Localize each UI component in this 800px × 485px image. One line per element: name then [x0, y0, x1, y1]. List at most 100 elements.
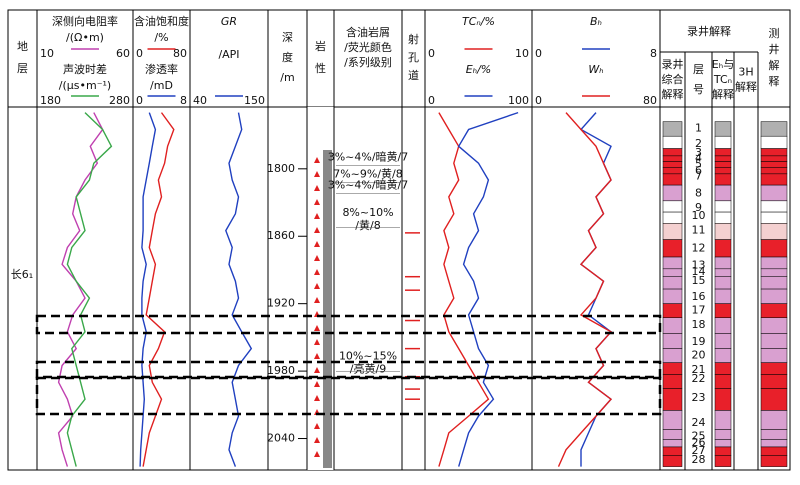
layer-band: [760, 239, 788, 258]
layer-number: 7: [695, 170, 702, 183]
layer-band: [662, 173, 683, 186]
layer-band: [760, 317, 788, 334]
layer-band: [714, 410, 732, 430]
layer-band: [662, 388, 683, 411]
layer-band: [760, 388, 788, 411]
layer-number: 3: [695, 146, 702, 159]
layer-band: [662, 161, 683, 168]
layer-band: [662, 362, 683, 375]
oil-desc: 3%~4%/暗黄/7: [328, 178, 409, 192]
curve-name: 深侧向电阻率: [52, 14, 118, 28]
layer-band: [760, 148, 788, 157]
layer-band: [760, 303, 788, 318]
layer-band: [760, 173, 788, 186]
lith-symbol: [314, 213, 320, 219]
lith-symbol: [314, 241, 320, 247]
layer-band: [662, 239, 683, 258]
layer-band: [714, 155, 732, 162]
lith-symbol: [314, 395, 320, 401]
layer-band: [760, 135, 788, 149]
lith-symbol: [314, 353, 320, 359]
layer-band: [760, 410, 788, 430]
layer-band: [714, 429, 732, 440]
scale-min: 10: [40, 47, 54, 60]
lith-symbol: [314, 157, 320, 163]
header-label: 含油岩屑/荧光颜色/系列级别: [344, 25, 392, 69]
layer-band: [662, 303, 683, 318]
layer-band: [662, 121, 683, 137]
curve-name: 渗透率: [145, 62, 178, 76]
layer-band: [662, 211, 683, 224]
curve-unit: /mD: [150, 79, 173, 92]
header-label: 测井解释: [769, 27, 780, 88]
layer-band: [760, 155, 788, 162]
layer-band: [714, 173, 732, 186]
formation-name: 长6₁: [11, 268, 33, 281]
lith-symbol: [314, 339, 320, 345]
layer-number: 28: [692, 453, 706, 466]
layer-band: [662, 276, 683, 290]
log-curve: [66, 112, 113, 467]
layer-band: [662, 455, 683, 467]
scale-max: 100: [508, 94, 529, 107]
layer-band: [662, 135, 683, 149]
layer-band: [714, 288, 732, 304]
layer-number: 18: [692, 318, 706, 331]
layer-band: [714, 135, 732, 149]
layer-number: 6: [695, 164, 702, 177]
layer-number: 2: [695, 137, 702, 150]
layer-band: [760, 288, 788, 304]
lith-symbol: [314, 255, 320, 261]
oil-desc: 10%~15%/亮黄/9: [339, 350, 397, 376]
layer-number: 10: [692, 209, 706, 222]
lith-symbol: [314, 381, 320, 387]
lith-column: [323, 150, 332, 468]
scale-min: 0: [535, 94, 542, 107]
layer-number: 15: [692, 274, 706, 287]
layer-number: 23: [692, 391, 706, 404]
layer-band: [662, 184, 683, 202]
header-label: 录井综合解释: [662, 57, 684, 101]
curve-name: Eₕ/%: [466, 63, 492, 76]
highlight: [35, 314, 662, 335]
layer-band: [760, 439, 788, 448]
layer-band: [662, 200, 683, 213]
layer-band: [714, 161, 732, 168]
highlight-boxes: [35, 314, 662, 416]
lith-symbol: [314, 269, 320, 275]
scale-min: 180: [40, 94, 61, 107]
curve-unit: /%: [154, 31, 168, 44]
curve-name: GR: [221, 15, 237, 28]
layer-band: [714, 333, 732, 349]
layer-band: [714, 223, 732, 240]
layer-band: [662, 167, 683, 175]
depth-label: 2040: [267, 432, 295, 445]
oil-desc: 8%~10%/黄/8: [342, 206, 393, 232]
layer-band: [714, 388, 732, 411]
depth-label: 1800: [267, 162, 295, 175]
scale-max: 80: [643, 94, 657, 107]
log-curve: [557, 112, 613, 467]
header-label: 3H 解释: [735, 66, 757, 94]
layer-band: [662, 439, 683, 448]
layer-number: 11: [692, 224, 706, 237]
lith-symbol: [314, 171, 320, 177]
layer-band: [760, 429, 788, 440]
log-curve: [139, 112, 157, 467]
scale-max: 280: [109, 94, 130, 107]
scale-min: 0: [428, 47, 435, 60]
layer-band: [760, 276, 788, 290]
header-label: 层号: [693, 63, 704, 96]
scale-min: 0: [535, 47, 542, 60]
curve-name: TCₙ/%: [462, 15, 495, 28]
lith-symbol: [314, 227, 320, 233]
layer-band: [714, 446, 732, 456]
layer-band: [760, 223, 788, 240]
depth-label: 1980: [267, 364, 295, 377]
layer-band: [662, 317, 683, 334]
layer-number: 5: [695, 157, 702, 170]
layer-number: 19: [692, 335, 706, 348]
layer-band: [714, 167, 732, 175]
layer-band: [662, 223, 683, 240]
